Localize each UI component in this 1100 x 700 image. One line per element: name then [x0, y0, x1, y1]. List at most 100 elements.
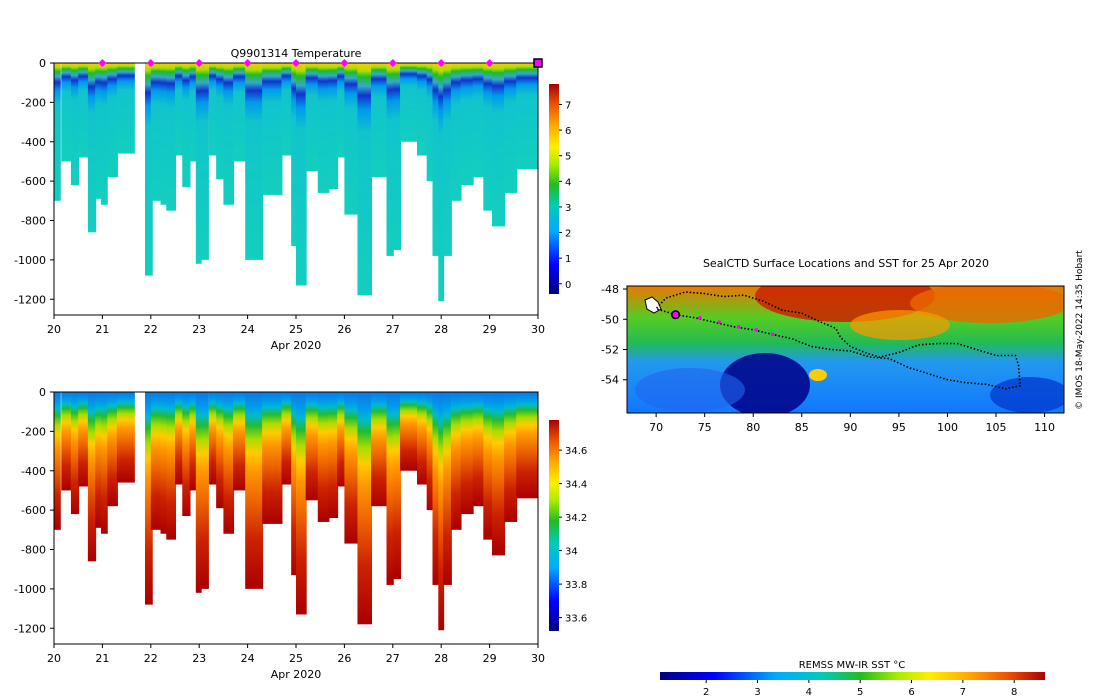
profile-column: [182, 392, 191, 517]
x-tick-label: 20: [47, 652, 61, 665]
colorbar-tick-label: 4: [806, 687, 812, 698]
profile-column: [166, 63, 176, 211]
y-tick-label: -200: [21, 96, 46, 109]
surface-marker: [485, 59, 494, 67]
surface-marker: [388, 59, 397, 67]
profile-column: [460, 392, 474, 515]
x-tick-label: 24: [241, 652, 255, 665]
x-tick-label: 26: [337, 652, 351, 665]
profile-column: [216, 63, 225, 180]
salinity-section-panel: 0 -200 -400 -600 -800 -1000 -1200 20 21 22 23 24 25…: [14, 386, 587, 681]
surface-marker: [146, 59, 155, 67]
profile-column: [400, 392, 418, 471]
colorbar-tick-label: 2: [565, 229, 571, 240]
profile-column: [357, 392, 373, 625]
profile-column: [438, 392, 445, 631]
surface-marker: [340, 59, 349, 67]
sst-eddy: [809, 369, 827, 381]
profile-column: [262, 63, 283, 195]
colorbar-tick-label: 33.8: [565, 580, 587, 591]
profile-column: [417, 63, 428, 156]
profile-column: [483, 392, 494, 540]
surface-marker: [243, 59, 252, 67]
profile-column: [483, 63, 494, 211]
profile-column: [182, 63, 191, 188]
current-profile-marker: [533, 58, 543, 68]
profile-column: [281, 63, 293, 156]
recent-positions: [698, 315, 775, 337]
sst-colorbar: [660, 672, 1045, 680]
profile-column: [216, 392, 225, 509]
colorbar-tick-label: 4: [565, 177, 571, 188]
lon-tick-label: 80: [746, 421, 760, 434]
profile-column: [200, 63, 209, 260]
profile-column: [426, 63, 434, 182]
profile-column: [116, 392, 135, 483]
profile-column: [443, 392, 452, 585]
profile-column: [337, 63, 346, 158]
profile-column: [160, 392, 168, 534]
x-tick-label: 24: [241, 323, 255, 336]
profile-column: [100, 392, 108, 534]
colorbar-tick-label: 0: [565, 280, 571, 291]
profile-column: [189, 392, 198, 491]
profile-column: [443, 63, 452, 256]
profile-column: [245, 392, 264, 589]
lat-tick-label: -50: [601, 313, 619, 326]
profile-column: [344, 63, 358, 215]
profile-column: [492, 392, 506, 556]
temperature-plot-area: [54, 63, 538, 302]
y-tick-label: -800: [21, 544, 46, 557]
profile-column: [189, 63, 198, 162]
temperature-y-axis: 0 -200 -400 -600 -800 -1000 -1200: [14, 57, 54, 306]
profile-column: [371, 63, 388, 178]
lon-tick-label: 105: [986, 421, 1007, 434]
profile-column: [245, 63, 264, 260]
y-tick-label: -800: [21, 215, 46, 228]
x-tick-label: 27: [386, 323, 400, 336]
lon-tick-label: 75: [698, 421, 712, 434]
profile-column: [392, 63, 402, 251]
salinity-x-label: Apr 2020: [271, 668, 322, 681]
x-tick-label: 25: [289, 323, 303, 336]
profile-column: [291, 392, 297, 576]
x-tick-label: 22: [144, 652, 158, 665]
y-tick-label: -1200: [14, 293, 46, 306]
temperature-colorbar-ticks: 0 1 2 3 4 5 6 7: [559, 100, 571, 291]
profile-column: [87, 392, 97, 562]
credit-text: © IMOS 18-May-2022 14:35 Hobart: [1075, 250, 1085, 410]
profile-column: [78, 63, 89, 158]
lon-tick-label: 85: [795, 421, 809, 434]
x-tick-label: 29: [483, 652, 497, 665]
temperature-x-axis: 20 21 22 23 24 25 26 27 28 29 30: [47, 315, 545, 336]
profile-column: [328, 63, 339, 189]
recent-position: [717, 320, 722, 325]
profile-column: [61, 63, 71, 162]
x-tick-label: 30: [531, 652, 545, 665]
profile-column: [492, 63, 506, 227]
surface-marker: [195, 59, 204, 67]
profile-column: [166, 392, 176, 540]
profile-column: [208, 63, 218, 156]
colorbar-tick-label: 34.4: [565, 480, 587, 491]
surface-marker: [437, 59, 446, 67]
profile-column: [426, 392, 434, 511]
salinity-x-axis: 20 21 22 23 24 25 26 27 28 29 30: [47, 644, 545, 665]
profile-column: [61, 392, 71, 491]
profile-column: [150, 63, 162, 201]
profile-column: [208, 392, 218, 485]
profile-column: [504, 63, 518, 193]
profile-column: [305, 392, 319, 501]
map-title: SealCTD Surface Locations and SST for 25…: [703, 257, 989, 270]
sst-map-panel: SealCTD Surface Locations and SST for 25…: [601, 250, 1085, 698]
profile-column: [100, 63, 108, 205]
profile-column: [317, 392, 330, 522]
colorbar-tick-label: 6: [908, 687, 914, 698]
surface-markers: [98, 58, 543, 68]
profile-column: [95, 392, 102, 528]
profile-column: [432, 392, 440, 585]
map-longitude-axis: 70 75 80 85 90 95 100 105 110: [649, 413, 1055, 434]
lat-tick-label: -54: [601, 374, 619, 387]
colorbar-tick-label: 6: [565, 126, 571, 137]
profile-column: [175, 392, 184, 485]
